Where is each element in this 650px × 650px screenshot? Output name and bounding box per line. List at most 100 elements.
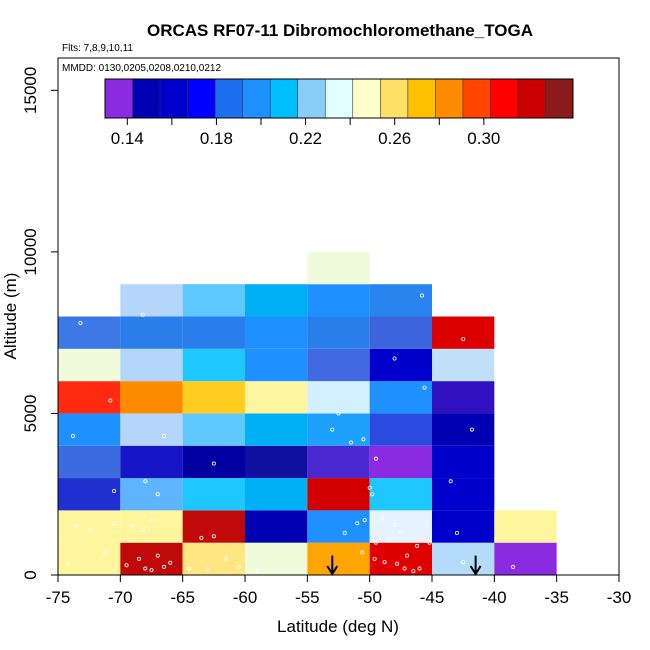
sample-point [112,521,117,526]
sample-point [454,530,459,535]
sample-point [373,456,378,461]
colorbar-segment [435,79,464,118]
heatmap-cell [58,381,121,414]
heatmap-cell [58,348,121,382]
colorbar-ticks: 0.14 0.18 0.22 0.26 0.30 [111,118,500,148]
heatmap-cell [245,348,308,382]
sample-point [330,427,335,432]
heatmap-cell [58,445,121,479]
sample-point [205,567,210,572]
sample-point [143,479,148,484]
colorbar-segment [132,79,161,118]
colorbar-segment [215,79,244,118]
heatmap-cell [120,510,183,543]
sample-point [140,527,145,532]
x-tick-label: -75 [46,588,71,607]
sample-point [211,461,216,466]
sample-point [382,560,387,565]
heatmap-cell [307,478,370,511]
sample-point [149,518,154,523]
x-tick-label: -30 [607,588,632,607]
heatmap-cell [182,478,245,511]
colorbar-segment [270,79,299,118]
sample-point [224,556,229,561]
sample-point [74,524,79,529]
sample-point [124,563,129,568]
heatmap-cell [58,478,121,511]
heatmap-cell [245,478,308,511]
heatmap-cell [182,381,245,414]
sample-point [422,385,427,390]
sample-point [355,521,360,526]
colorbar-segment [105,79,134,118]
colorbar-segment [545,79,574,118]
colorbar-segment [352,79,381,118]
heatmap-cell [245,413,308,446]
colorbar [104,78,574,119]
y-axis: 0 5000 10000 15000 [21,67,58,580]
dates-note: MMDD: 0130,0205,0208,0210,0212 [62,63,221,74]
sample-point [161,434,166,439]
heatmap-cell [58,413,121,446]
sample-point [392,522,397,527]
heatmap-cell [120,445,183,479]
colorbar-tick-label: 0.14 [111,129,144,148]
sample-point [155,553,160,558]
y-tick-label: 10000 [21,228,40,275]
colorbar-segment [297,79,326,118]
sample-point [78,320,83,325]
heatmap-cell [369,510,432,543]
x-tick-label: -60 [233,588,258,607]
colorbar-segment [462,79,491,118]
heatmap-cell [369,445,432,479]
heatmap-cell [182,284,245,317]
heatmap-cell [182,413,245,446]
heatmap-cell [245,445,308,479]
heatmap-cell [432,445,495,479]
sample-point [370,492,375,497]
sample-point [87,527,92,532]
sample-point [361,437,366,442]
heatmap-cell [369,542,432,575]
plot-frame [57,57,620,576]
colorbar-segment [517,79,546,118]
sample-point [417,566,422,571]
x-axis-label: Latitude (deg N) [277,617,399,636]
x-tick-label: -70 [108,588,133,607]
sample-point [511,564,516,569]
heatmap-cell [369,284,432,317]
heatmap-cell [432,316,495,349]
flight-arrows [326,555,482,576]
x-axis: -75 -70 -65 -60 -55 -50 -45 -40 -35 -30 [46,575,632,607]
heatmap-cell [307,445,370,479]
y-axis-label: Altitude (m) [1,273,20,360]
colorbar-tick-label: 0.26 [378,129,411,148]
colorbar-segment [325,79,354,118]
sample-point [420,293,425,298]
sample-point [461,337,466,342]
sample-point [342,530,347,535]
heatmap-cell [182,316,245,349]
colorbar-segment [490,79,519,118]
heatmap-cell [307,510,370,543]
sample-point [386,537,391,542]
sample-points [65,293,516,574]
heatmap-cell [432,542,495,575]
heatmap-cell [369,381,432,414]
sample-point [461,560,466,565]
heatmap-cell [182,510,245,543]
sample-point [199,535,204,540]
sample-point [130,524,135,529]
sample-point [380,516,385,521]
heatmap-cell [120,284,183,317]
sample-point [427,540,432,545]
sample-point [405,553,410,558]
heatmap-cell [432,413,495,446]
heatmap-cell [245,381,308,414]
colorbar-segment [160,79,189,118]
heatmap-cells [58,251,557,575]
heatmap-cell [120,381,183,414]
x-tick-label: -35 [544,588,569,607]
x-tick-label: -45 [420,588,445,607]
sample-point [103,550,108,555]
